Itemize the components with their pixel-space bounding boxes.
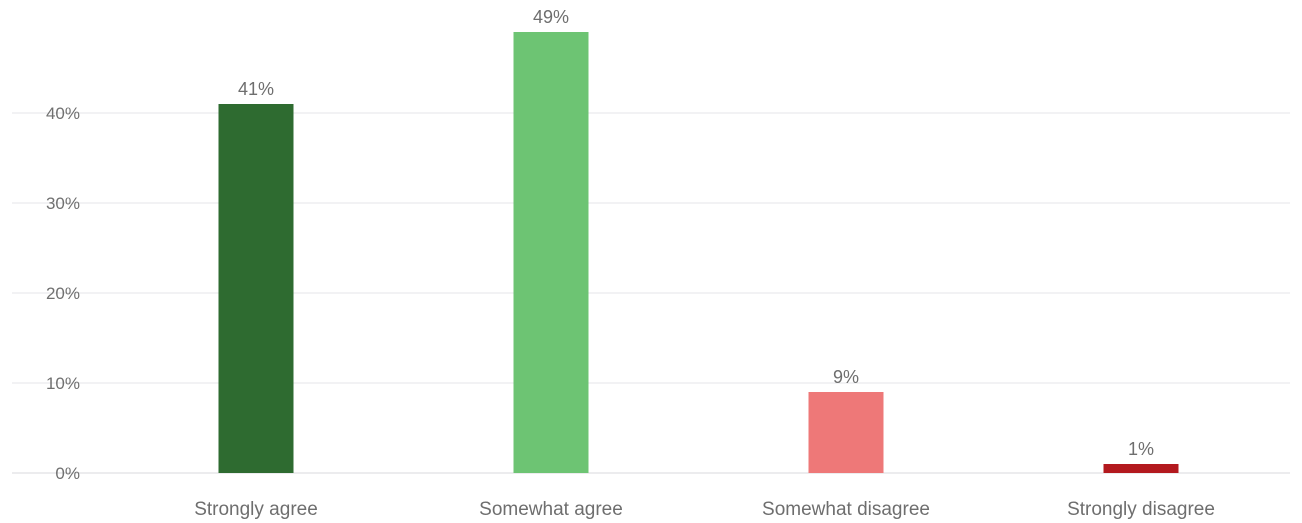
bar-somewhat-agree[interactable]: [513, 32, 589, 473]
data-label: 9%: [833, 367, 859, 387]
data-label: 49%: [533, 7, 569, 27]
bar-somewhat-disagree[interactable]: [808, 392, 884, 473]
data-labels: 41% 49% 9% 1%: [238, 7, 1154, 459]
data-label: 41%: [238, 79, 274, 99]
y-tick-label: 10%: [46, 374, 80, 393]
bar-strongly-agree[interactable]: [218, 104, 294, 473]
x-category-label: Strongly agree: [194, 499, 318, 520]
data-label: 1%: [1128, 439, 1154, 459]
y-tick-label: 30%: [46, 194, 80, 213]
x-axis-category-labels: Strongly agree Somewhat agree Somewhat dis…: [194, 499, 1215, 520]
y-tick-label: 40%: [46, 104, 80, 123]
bars: [218, 32, 1179, 473]
y-tick-label: 0%: [55, 464, 80, 483]
x-category-label: Strongly disagree: [1067, 499, 1215, 520]
y-tick-label: 20%: [46, 284, 80, 303]
x-category-label: Somewhat disagree: [762, 499, 930, 520]
bar-strongly-disagree[interactable]: [1103, 464, 1179, 473]
grid-lines: [12, 112, 1290, 474]
y-axis-tick-labels: 0% 10% 20% 30% 40%: [46, 104, 80, 483]
x-category-label: Somewhat agree: [479, 499, 623, 520]
